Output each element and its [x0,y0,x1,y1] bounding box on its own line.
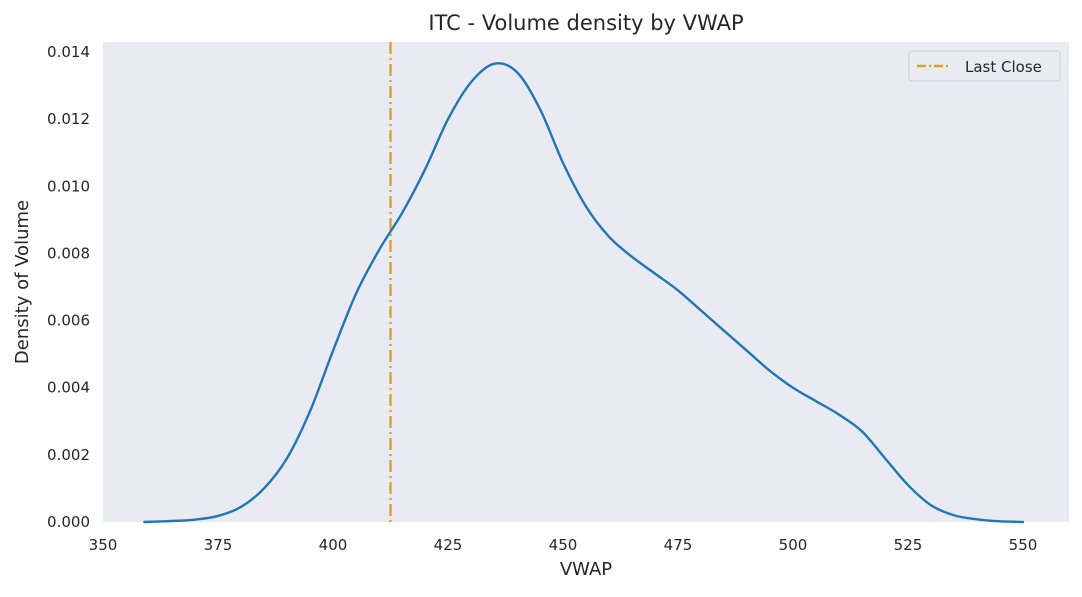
y-tick-label: 0.006 [47,312,90,330]
y-tick-label: 0.008 [47,244,90,262]
x-tick-label: 450 [549,536,578,554]
y-tick-label: 0.010 [47,177,90,195]
legend-box [908,50,1061,82]
y-tick-label: 0.004 [47,379,90,397]
x-axis-ticks: 350 375 400 425 450 475 500 525 550 [89,536,1038,554]
x-tick-label: 350 [89,536,118,554]
x-tick-label: 425 [434,536,463,554]
x-axis-label: VWAP [560,559,612,580]
y-tick-label: 0.012 [47,110,90,128]
y-axis-ticks: 0.000 0.002 0.004 0.006 0.008 0.010 0.012 0.014 [47,43,90,531]
y-tick-label: 0.000 [47,513,90,531]
x-tick-label: 375 [204,536,233,554]
density-curve [143,62,1025,524]
series-layer [143,62,1025,524]
legend: Last Close [908,50,1061,82]
x-tick-label: 475 [664,536,693,554]
chart-title: ITC - Volume density by VWAP [428,11,743,35]
y-tick-label: 0.014 [47,43,90,61]
plot-area [103,42,1069,522]
x-tick-label: 400 [319,536,348,554]
y-tick-label: 0.002 [47,446,90,464]
x-tick-label: 500 [779,536,808,554]
x-tick-label: 550 [1009,536,1038,554]
legend-label-last-close: Last Close [965,58,1042,76]
x-tick-label: 525 [894,536,923,554]
y-axis-label: Density of Volume [12,200,33,364]
